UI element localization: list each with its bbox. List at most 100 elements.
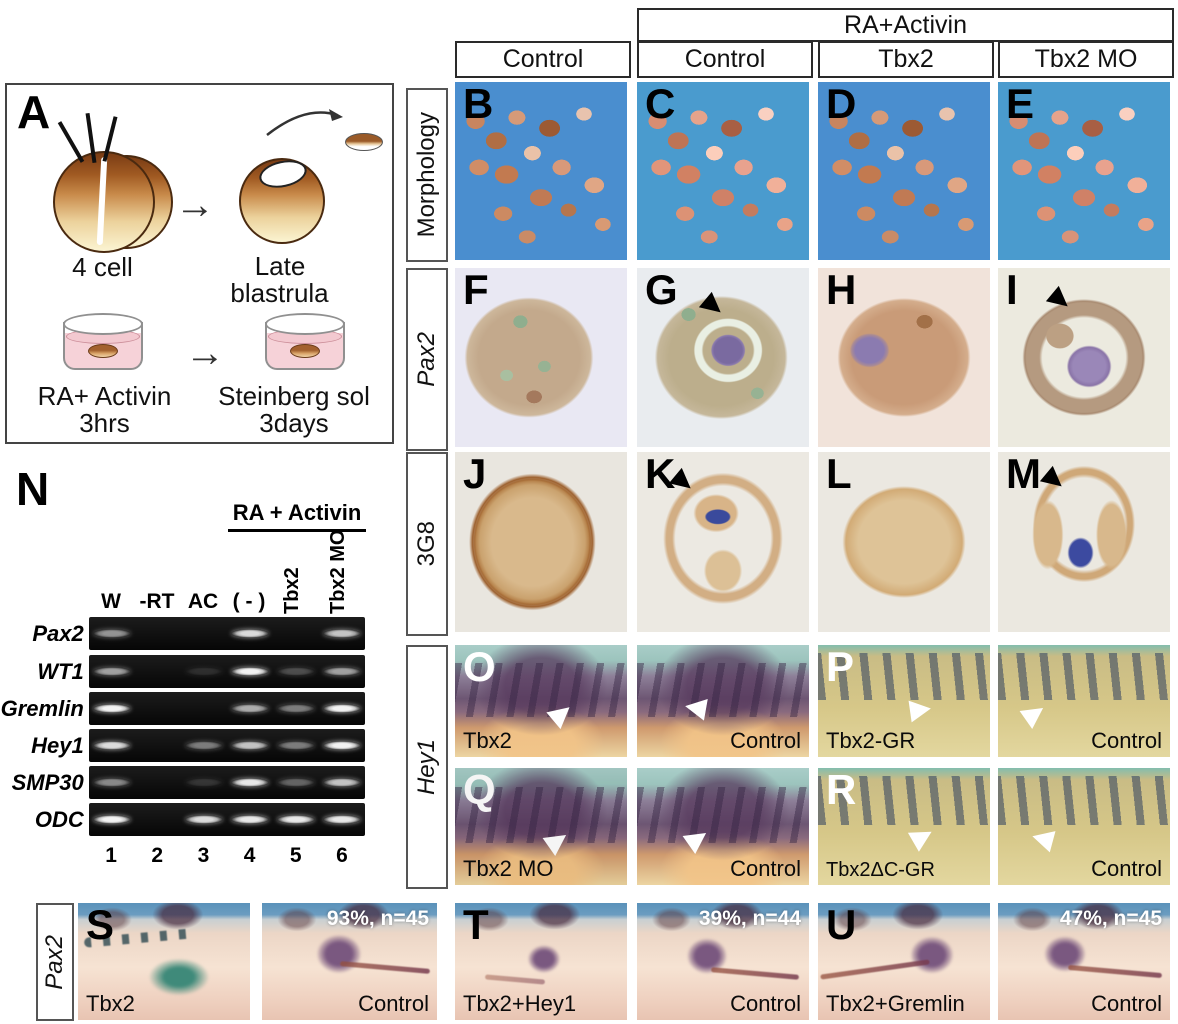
gel-lane-header: ( - ) bbox=[232, 590, 266, 613]
gel-band bbox=[230, 741, 269, 750]
arrowhead-icon bbox=[546, 698, 577, 730]
gel-lane-numbers: 1 2 3 4 5 6 bbox=[88, 844, 365, 868]
gel-lane-slot bbox=[273, 692, 319, 725]
control-caption: Control bbox=[358, 991, 429, 1016]
header-col-tbx2mo: Tbx2 MO bbox=[998, 41, 1174, 78]
panel-r-control-photo: Control bbox=[998, 768, 1170, 885]
gel-lane-slot bbox=[273, 766, 319, 799]
gel-lane-number: 1 bbox=[105, 844, 117, 867]
treatment-caption: Tbx2-GR bbox=[826, 728, 916, 753]
gel-gene-label: WT1 bbox=[37, 659, 84, 684]
panel-letter: C bbox=[645, 82, 676, 127]
gel-row: WT1 bbox=[0, 655, 365, 688]
gel-strip bbox=[88, 617, 365, 650]
panel-e-photo: E bbox=[998, 82, 1170, 260]
pronephros-stain bbox=[523, 941, 565, 977]
gel-band bbox=[92, 629, 131, 638]
gel-strip bbox=[88, 692, 365, 725]
stage-label-late: Late bbox=[254, 251, 306, 281]
gel-band bbox=[276, 778, 315, 787]
treatment-caption: Tbx2 bbox=[86, 991, 135, 1016]
arrow-right-icon: → bbox=[185, 331, 225, 375]
stat-label: 39%, n=44 bbox=[698, 907, 801, 930]
gel-band bbox=[323, 815, 362, 824]
gel-gene-label: Gremlin bbox=[0, 696, 84, 721]
panel-letter: B bbox=[463, 82, 494, 127]
gel-gene-label: Hey1 bbox=[31, 733, 84, 758]
header-col-label: Tbx2 bbox=[878, 45, 934, 73]
gel-lane-slot bbox=[89, 655, 135, 688]
panel-h-photo: H bbox=[818, 268, 990, 447]
header-col-label: Control bbox=[684, 45, 766, 73]
control-caption: Control bbox=[1091, 728, 1162, 753]
gel-strip bbox=[88, 729, 365, 762]
gel-lane-slot bbox=[135, 729, 181, 762]
gel-row: SMP30 bbox=[0, 766, 365, 799]
gel-lane-slot bbox=[135, 766, 181, 799]
panel-letter: E bbox=[1006, 82, 1035, 127]
arrowhead-icon bbox=[542, 825, 573, 857]
gel-lane-slot bbox=[227, 729, 273, 762]
panel-o-photo: O Tbx2 bbox=[455, 645, 627, 757]
gel-treatment-header: RA + Activin bbox=[228, 500, 366, 532]
header-col-control1: Control bbox=[455, 41, 631, 78]
arrowhead-icon bbox=[907, 822, 938, 852]
gel-lane-slot bbox=[89, 766, 135, 799]
arrowhead-icon bbox=[1039, 465, 1069, 495]
gel-lane-slot bbox=[273, 655, 319, 688]
gel-band bbox=[92, 741, 131, 750]
culture-dish-2 bbox=[265, 313, 345, 373]
gel-lane-slot bbox=[89, 803, 135, 836]
panel-letter: Q bbox=[463, 768, 496, 813]
control-caption: Control bbox=[730, 728, 801, 753]
row-label-pax2-bottom: Pax2 bbox=[36, 903, 74, 1021]
gel-lane-slot bbox=[227, 655, 273, 688]
header-col-label: Tbx2 MO bbox=[1034, 45, 1138, 73]
row-label-morphology: Morphology bbox=[406, 88, 448, 262]
gel-lane-header: -RT bbox=[139, 590, 175, 613]
gel-band bbox=[276, 815, 315, 824]
panel-letter: N bbox=[16, 463, 50, 515]
gel-lane-slot bbox=[319, 766, 365, 799]
gel-lane-slot bbox=[227, 692, 273, 725]
treatment-label-2: Steinberg sol bbox=[218, 381, 370, 411]
panel-letter: H bbox=[826, 268, 857, 313]
panel-n-gel: N RA + Activin W -RT AC ( - ) Tbx2 Tbx2 … bbox=[0, 460, 400, 890]
dish-cap-explant bbox=[88, 344, 118, 358]
gel-lane-slot bbox=[227, 766, 273, 799]
panel-b-photo: B bbox=[455, 82, 627, 260]
row-label-pax2: Pax2 bbox=[406, 268, 448, 451]
treatment-caption: Tbx2+Hey1 bbox=[463, 991, 577, 1016]
gel-band bbox=[323, 629, 362, 638]
excised-cap bbox=[345, 133, 383, 151]
treatment-caption: Tbx2ΔC-GR bbox=[826, 859, 935, 881]
treatment-caption: Tbx2 MO bbox=[463, 856, 554, 881]
stage-label-4cell: 4 cell bbox=[72, 252, 133, 282]
panel-i-photo: I bbox=[998, 268, 1170, 447]
gel-row: Hey1 bbox=[0, 729, 365, 762]
gel-band bbox=[230, 667, 269, 676]
gel-band bbox=[92, 815, 131, 824]
gel-lane-header-rotated: Tbx2 MO bbox=[327, 529, 349, 614]
gel-band bbox=[184, 815, 223, 824]
gel-lane-slot bbox=[319, 729, 365, 762]
gel-lane-slot bbox=[227, 803, 273, 836]
gel-band bbox=[323, 667, 362, 676]
panel-letter: A bbox=[17, 86, 51, 138]
gel-lane-header: W bbox=[101, 590, 121, 613]
arrowhead-icon bbox=[682, 823, 713, 855]
gel-gene-label: Pax2 bbox=[32, 621, 84, 646]
arrow-right-icon: → bbox=[175, 183, 215, 227]
gel-gene-label: ODC bbox=[34, 807, 84, 832]
pronephros-stain bbox=[310, 929, 368, 979]
panel-letter: F bbox=[463, 268, 489, 313]
treatment-label-1: RA+ Activin bbox=[37, 381, 172, 411]
panel-u-control-photo: 47%, n=45 Control bbox=[998, 903, 1170, 1020]
control-caption: Control bbox=[1091, 856, 1162, 881]
gel-lane-slot bbox=[227, 617, 273, 650]
gel-lane-slot bbox=[273, 729, 319, 762]
panel-s-control-photo: 93%, n=45 Control bbox=[262, 903, 437, 1020]
arrowhead-icon bbox=[683, 695, 708, 721]
panel-letter: J bbox=[463, 452, 487, 497]
dish-rim bbox=[265, 313, 345, 335]
